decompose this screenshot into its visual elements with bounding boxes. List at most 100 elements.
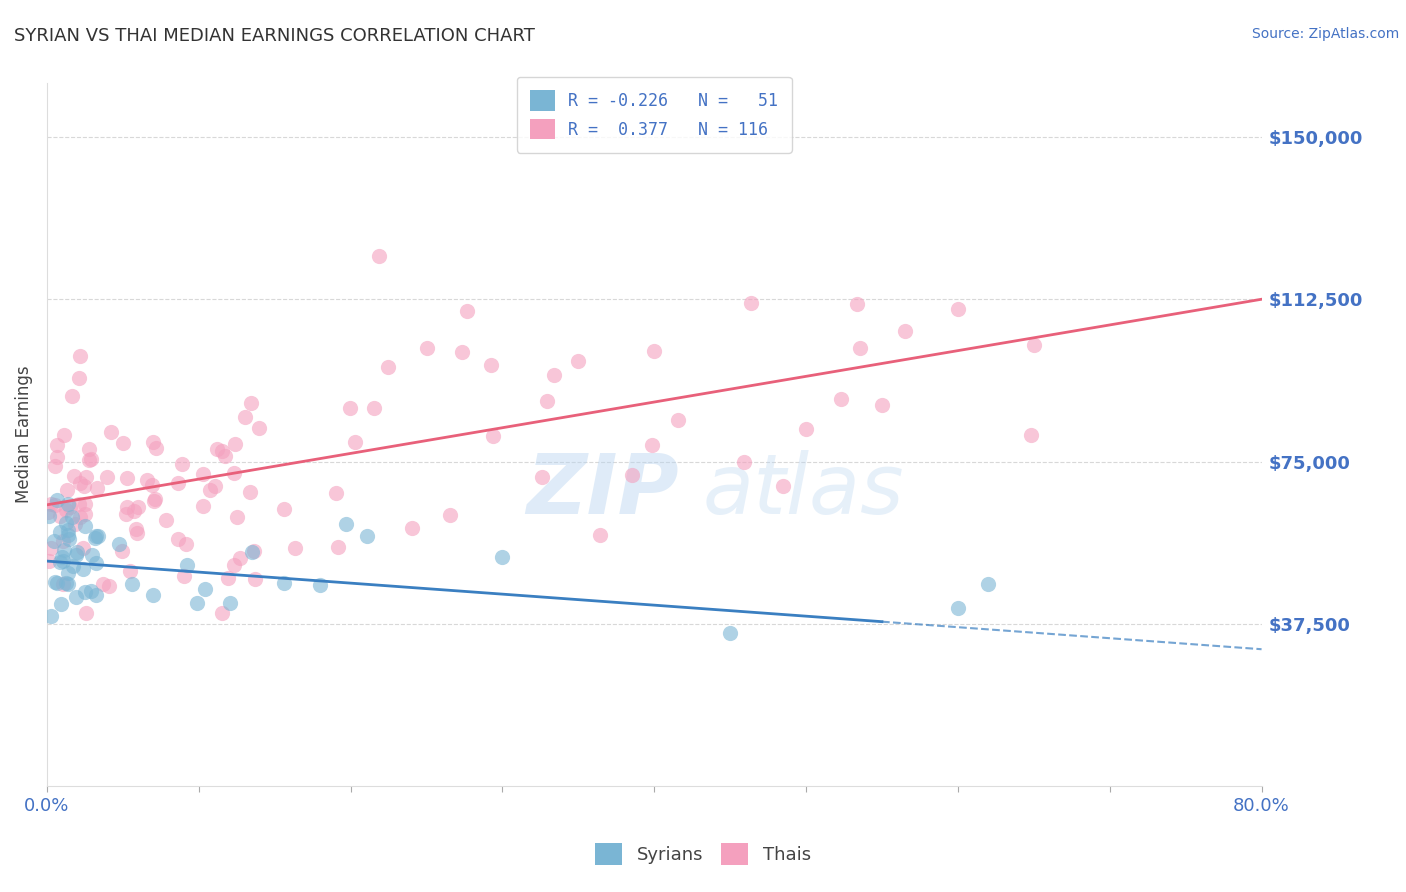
Point (325, 486, 347, 500)
Point (193, 467, 215, 481)
Point (86, 529, 108, 543)
Point (155, 513, 177, 527)
Point (63, 516, 86, 531)
Text: atlas: atlas (703, 450, 904, 532)
Point (141, 478, 163, 492)
Point (186, 596, 208, 610)
Point (218, 596, 240, 610)
Point (849, 341, 872, 355)
Point (75, 606, 97, 620)
Point (143, 492, 166, 507)
Point (845, 297, 868, 311)
Point (111, 435, 134, 450)
Point (49, 597, 72, 611)
Point (335, 516, 357, 531)
Point (48, 555, 70, 569)
Point (82, 548, 104, 562)
Point (44, 458, 66, 473)
Point (125, 522, 148, 536)
Text: SYRIAN VS THAI MEDIAN EARNINGS CORRELATION CHART: SYRIAN VS THAI MEDIAN EARNINGS CORRELATI… (14, 27, 534, 45)
Point (193, 500, 215, 514)
Point (211, 606, 233, 620)
Point (107, 537, 129, 551)
Point (75, 470, 97, 484)
Point (567, 353, 589, 368)
Point (173, 569, 195, 583)
Point (224, 437, 246, 451)
Point (72, 562, 94, 576)
Point (79, 442, 101, 457)
Point (41, 497, 63, 511)
Point (273, 575, 295, 590)
Point (239, 396, 262, 410)
Point (58, 528, 80, 542)
Point (531, 470, 554, 484)
Point (73, 497, 96, 511)
Point (56, 497, 79, 511)
Point (58, 532, 80, 546)
Point (86, 481, 108, 495)
Point (69, 349, 91, 363)
Point (377, 360, 399, 375)
Point (84, 532, 107, 546)
Legend: R = -0.226   N =   51, R =  0.377   N = 116: R = -0.226 N = 51, R = 0.377 N = 116 (517, 77, 792, 153)
Point (641, 437, 664, 451)
Point (75, 519, 97, 533)
Point (145, 441, 167, 455)
Point (142, 435, 165, 450)
Point (167, 532, 190, 546)
Point (87, 529, 110, 543)
Point (39, 541, 62, 555)
Point (491, 550, 513, 565)
Point (44, 574, 66, 589)
Point (120, 564, 142, 578)
Point (401, 521, 423, 535)
Point (69, 498, 91, 512)
Point (233, 409, 256, 424)
Point (67, 371, 90, 385)
Point (224, 466, 246, 480)
Point (56, 577, 79, 591)
Point (60, 389, 83, 403)
Point (52, 533, 75, 548)
Point (456, 304, 478, 318)
Point (55, 503, 77, 517)
Point (46, 438, 69, 452)
Point (718, 626, 741, 640)
Point (225, 509, 247, 524)
Point (38, 553, 60, 567)
Point (72, 541, 94, 555)
Point (56, 483, 79, 497)
Point (91, 577, 114, 591)
Point (273, 501, 295, 516)
Point (59, 500, 82, 514)
Point (1019, 428, 1042, 442)
Point (977, 577, 1000, 591)
Point (172, 457, 194, 471)
Point (794, 422, 817, 436)
Point (284, 541, 307, 556)
Point (620, 467, 643, 482)
Point (772, 479, 794, 493)
Point (52, 576, 75, 591)
Point (167, 475, 190, 490)
Point (96, 469, 118, 483)
Point (55, 575, 77, 590)
Point (946, 601, 969, 615)
Point (69, 509, 91, 524)
Point (229, 551, 252, 566)
Text: ZIP: ZIP (526, 450, 679, 532)
Point (52, 554, 75, 568)
Point (247, 420, 270, 434)
Point (451, 344, 474, 359)
Point (44, 533, 66, 548)
Point (55, 516, 77, 531)
Point (416, 342, 439, 356)
Point (143, 493, 166, 508)
Point (946, 302, 969, 317)
Point (481, 429, 503, 443)
Point (740, 296, 762, 310)
Point (65, 590, 87, 604)
Point (136, 473, 159, 487)
Point (38, 508, 60, 523)
